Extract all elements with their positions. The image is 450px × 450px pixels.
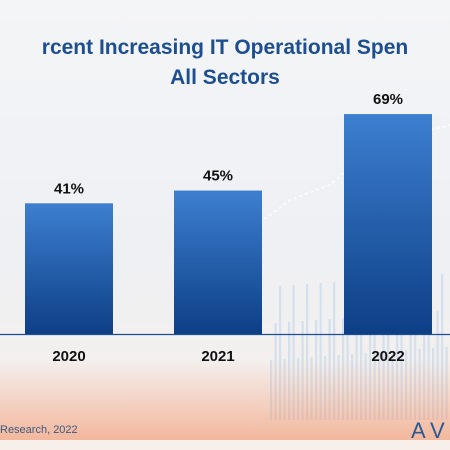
background-orange-glow bbox=[0, 360, 450, 440]
data-label-2021: 45% bbox=[203, 168, 233, 185]
background-bar bbox=[292, 285, 295, 420]
x-tick-label-2022: 2022 bbox=[371, 348, 404, 365]
background-bar bbox=[279, 286, 282, 420]
background-bar bbox=[346, 281, 349, 420]
bar-2022 bbox=[344, 114, 432, 334]
background-bar bbox=[400, 277, 403, 420]
background-bar bbox=[319, 283, 322, 420]
background-bar bbox=[360, 280, 363, 420]
chart-title-line-1: rcent Increasing IT Operational Spen bbox=[41, 36, 409, 59]
x-tick-label-2020: 2020 bbox=[52, 348, 85, 365]
background-bar bbox=[387, 278, 390, 420]
bar-2021 bbox=[174, 190, 262, 334]
source-note: Research, 2022 bbox=[0, 424, 78, 436]
data-label-2020: 41% bbox=[54, 180, 84, 197]
bar-2020 bbox=[25, 203, 113, 334]
background-bar bbox=[441, 274, 444, 420]
background-bar bbox=[373, 279, 376, 420]
background-bar bbox=[414, 276, 417, 420]
data-label-2022: 69% bbox=[373, 91, 403, 108]
chart-title-line-2: All Sectors bbox=[170, 66, 280, 89]
x-tick-label-2021: 2021 bbox=[201, 348, 234, 365]
background-bar bbox=[427, 275, 430, 420]
background-bar bbox=[306, 284, 309, 420]
background-bar bbox=[333, 282, 336, 420]
company-logo: AV bbox=[411, 418, 450, 443]
